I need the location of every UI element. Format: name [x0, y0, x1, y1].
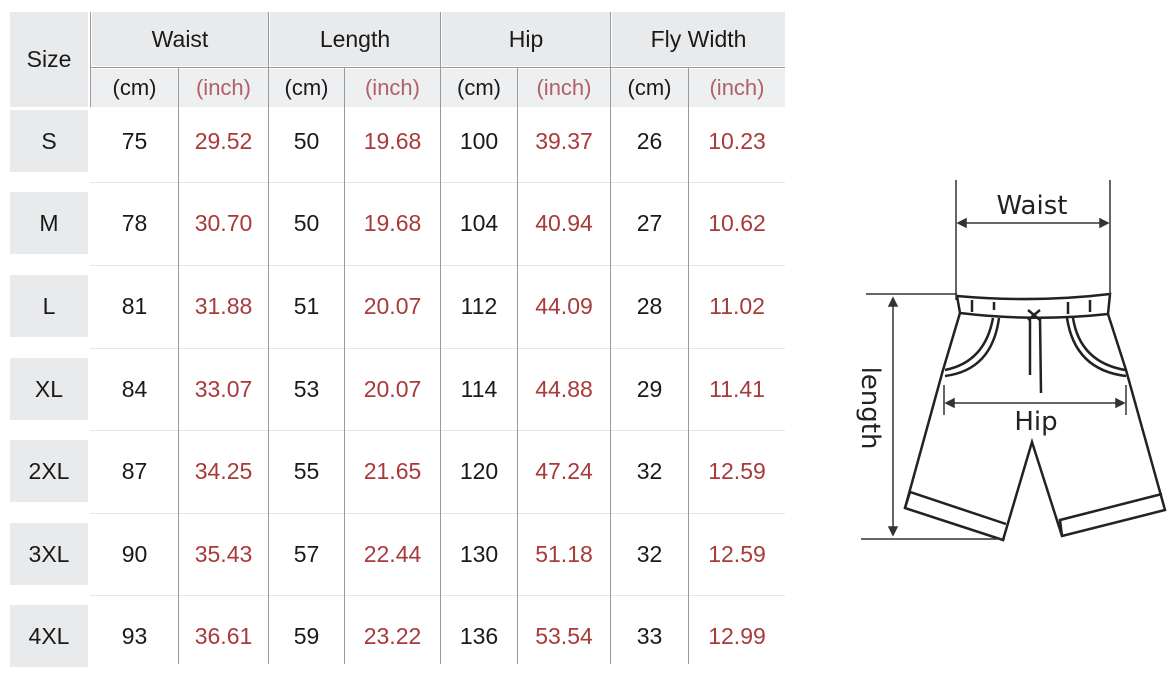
value-cm: 90	[121, 540, 148, 567]
value-inch: 53.54	[535, 622, 593, 649]
value-cm: 53	[293, 375, 320, 402]
column-group-header: Length	[270, 12, 440, 66]
value-inch: 20.07	[363, 292, 422, 319]
value-inch: 21.65	[363, 457, 422, 484]
unit-inch-header: (inch)	[518, 69, 610, 107]
row-divider	[90, 265, 785, 266]
value-inch: 10.23	[708, 127, 766, 154]
value-inch: 35.43	[194, 540, 253, 567]
value-inch: 11.02	[709, 292, 765, 319]
value-cm: 81	[121, 292, 148, 319]
column-group-header: Hip	[442, 12, 610, 66]
waist-label: Waist	[997, 191, 1068, 221]
row-divider	[90, 595, 785, 596]
column-divider	[440, 12, 441, 664]
value-cm: 50	[293, 209, 320, 236]
shorts-outline	[903, 292, 1167, 542]
value-inch: 40.94	[535, 209, 593, 236]
column-divider	[688, 67, 689, 664]
value-cm: 136	[459, 622, 499, 649]
value-inch: 44.88	[535, 375, 593, 402]
size-header: Size	[10, 12, 88, 107]
value-inch: 19.68	[363, 209, 422, 236]
size-label: M	[10, 192, 88, 254]
size-label: 2XL	[10, 440, 88, 502]
unit-cm-header: (cm)	[441, 69, 517, 107]
value-cm: 78	[121, 209, 148, 236]
row-divider	[90, 430, 785, 431]
row-divider	[90, 182, 785, 183]
unit-cm-header: (cm)	[91, 69, 178, 107]
value-cm: 50	[293, 127, 320, 154]
size-label: L	[10, 275, 88, 337]
value-cm: 114	[460, 375, 498, 402]
value-inch: 12.59	[708, 457, 766, 484]
value-cm: 33	[636, 622, 663, 649]
column-divider	[90, 12, 91, 107]
column-divider	[517, 67, 518, 664]
value-cm: 57	[293, 540, 320, 567]
value-inch: 36.61	[194, 622, 253, 649]
column-divider	[268, 12, 269, 664]
value-cm: 32	[636, 540, 663, 567]
value-cm: 55	[293, 457, 320, 484]
value-inch: 20.07	[363, 375, 422, 402]
value-cm: 120	[459, 457, 499, 484]
column-divider	[610, 12, 611, 664]
value-inch: 11.41	[709, 375, 765, 402]
value-cm: 112	[460, 292, 498, 319]
length-label: length	[855, 367, 885, 450]
value-cm: 26	[636, 127, 663, 154]
value-cm: 93	[121, 622, 148, 649]
unit-inch-header: (inch)	[345, 69, 440, 107]
unit-inch-header: (inch)	[689, 69, 785, 107]
value-inch: 19.68	[363, 127, 422, 154]
value-inch: 23.22	[363, 622, 422, 649]
header-divider	[90, 67, 785, 68]
value-cm: 75	[121, 127, 148, 154]
size-label: S	[10, 110, 88, 172]
column-divider	[344, 67, 345, 664]
hip-label: Hip	[1014, 407, 1057, 437]
value-cm: 104	[459, 209, 499, 236]
value-cm: 29	[636, 375, 663, 402]
value-cm: 32	[636, 457, 663, 484]
size-label: 3XL	[10, 523, 88, 585]
value-inch: 29.52	[194, 127, 253, 154]
value-cm: 130	[459, 540, 499, 567]
value-inch: 30.70	[194, 209, 253, 236]
row-divider	[90, 348, 785, 349]
value-inch: 31.88	[194, 292, 253, 319]
value-cm: 84	[121, 375, 148, 402]
size-label: 4XL	[10, 605, 88, 667]
value-cm: 59	[293, 622, 320, 649]
value-cm: 27	[636, 209, 663, 236]
column-group-header: Fly Width	[612, 12, 785, 66]
value-inch: 39.37	[535, 127, 593, 154]
row-divider	[90, 513, 785, 514]
value-inch: 33.07	[194, 375, 253, 402]
unit-cm-header: (cm)	[269, 69, 344, 107]
value-inch: 44.09	[535, 292, 593, 319]
column-group-header: Waist	[92, 12, 268, 66]
value-cm: 28	[636, 292, 663, 319]
dimension-lines	[861, 180, 1127, 540]
value-inch: 47.24	[535, 457, 593, 484]
value-cm: 100	[459, 127, 499, 154]
value-cm: 51	[293, 292, 320, 319]
value-inch: 34.25	[194, 457, 253, 484]
unit-cm-header: (cm)	[611, 69, 688, 107]
value-inch: 12.59	[708, 540, 766, 567]
size-label: XL	[10, 358, 88, 420]
column-divider	[178, 67, 179, 664]
unit-inch-header: (inch)	[179, 69, 268, 107]
value-inch: 22.44	[363, 540, 422, 567]
value-inch: 51.18	[535, 540, 593, 567]
value-inch: 12.99	[708, 622, 766, 649]
value-cm: 87	[121, 457, 148, 484]
value-inch: 10.62	[708, 209, 766, 236]
